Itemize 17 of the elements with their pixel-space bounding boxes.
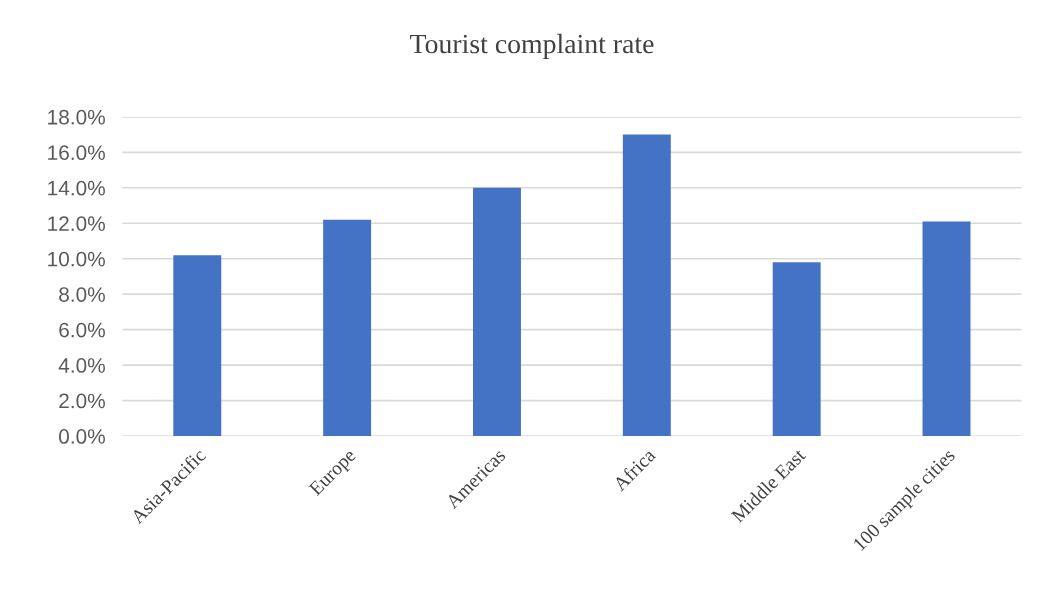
y-tick-label: 10.0% <box>48 251 105 267</box>
y-tick-label: 16.0% <box>48 145 105 161</box>
y-tick-label: 2.0% <box>59 393 105 409</box>
bar <box>173 255 222 437</box>
y-tick-label: 8.0% <box>59 287 105 302</box>
bar <box>323 219 372 437</box>
y-tick-label: 0.0% <box>59 429 105 444</box>
bar <box>772 262 821 437</box>
bar <box>922 221 971 437</box>
y-tick-label: 14.0% <box>48 180 105 196</box>
y-tick-label: 18.0% <box>48 109 105 125</box>
bar <box>473 187 521 437</box>
y-tick-label: 12.0% <box>48 216 105 231</box>
y-tick-label: 6.0% <box>59 322 105 338</box>
bar <box>622 134 671 437</box>
y-tick-label: 4.0% <box>58 358 105 373</box>
chart-title: Tourist complaint rate <box>410 33 654 60</box>
